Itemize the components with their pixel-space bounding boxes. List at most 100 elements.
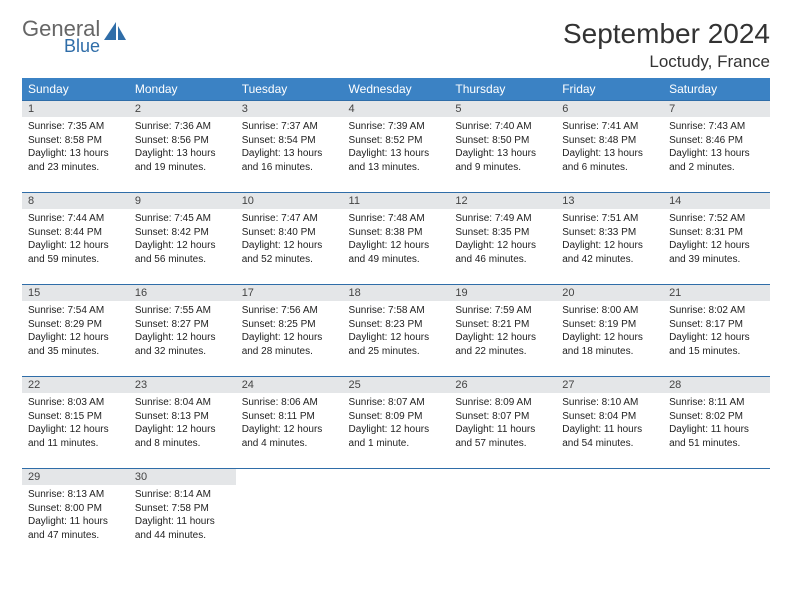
daylight-line2: and 59 minutes. (28, 253, 123, 267)
location: Loctudy, France (563, 52, 770, 72)
sunrise-text: Sunrise: 7:44 AM (28, 212, 123, 226)
sunrise-text: Sunrise: 7:40 AM (455, 120, 550, 134)
calendar-cell: 28Sunrise: 8:11 AMSunset: 8:02 PMDayligh… (663, 377, 770, 469)
sunset-text: Sunset: 8:00 PM (28, 502, 123, 516)
daylight-line2: and 51 minutes. (669, 437, 764, 451)
calendar-cell: 5Sunrise: 7:40 AMSunset: 8:50 PMDaylight… (449, 101, 556, 193)
day-info: Sunrise: 8:03 AMSunset: 8:15 PMDaylight:… (22, 393, 129, 453)
daylight-line1: Daylight: 12 hours (349, 423, 444, 437)
calendar-cell: 6Sunrise: 7:41 AMSunset: 8:48 PMDaylight… (556, 101, 663, 193)
daylight-line2: and 52 minutes. (242, 253, 337, 267)
day-number: 9 (129, 193, 236, 209)
day-number: 13 (556, 193, 663, 209)
day-number: 30 (129, 469, 236, 485)
day-info: Sunrise: 7:58 AMSunset: 8:23 PMDaylight:… (343, 301, 450, 361)
day-info: Sunrise: 7:43 AMSunset: 8:46 PMDaylight:… (663, 117, 770, 177)
calendar-cell: 3Sunrise: 7:37 AMSunset: 8:54 PMDaylight… (236, 101, 343, 193)
sunrise-text: Sunrise: 8:03 AM (28, 396, 123, 410)
sunrise-text: Sunrise: 7:47 AM (242, 212, 337, 226)
calendar-row: 8Sunrise: 7:44 AMSunset: 8:44 PMDaylight… (22, 193, 770, 285)
daylight-line2: and 28 minutes. (242, 345, 337, 359)
daylight-line1: Daylight: 11 hours (669, 423, 764, 437)
sunrise-text: Sunrise: 8:00 AM (562, 304, 657, 318)
calendar-cell: 20Sunrise: 8:00 AMSunset: 8:19 PMDayligh… (556, 285, 663, 377)
day-info: Sunrise: 7:39 AMSunset: 8:52 PMDaylight:… (343, 117, 450, 177)
daylight-line1: Daylight: 12 hours (455, 239, 550, 253)
daylight-line2: and 22 minutes. (455, 345, 550, 359)
daylight-line2: and 32 minutes. (135, 345, 230, 359)
sunrise-text: Sunrise: 7:41 AM (562, 120, 657, 134)
day-info: Sunrise: 8:11 AMSunset: 8:02 PMDaylight:… (663, 393, 770, 453)
sunrise-text: Sunrise: 8:02 AM (669, 304, 764, 318)
daylight-line2: and 4 minutes. (242, 437, 337, 451)
daylight-line2: and 57 minutes. (455, 437, 550, 451)
day-number: 10 (236, 193, 343, 209)
calendar-cell: 10Sunrise: 7:47 AMSunset: 8:40 PMDayligh… (236, 193, 343, 285)
sunset-text: Sunset: 8:17 PM (669, 318, 764, 332)
day-number: 3 (236, 101, 343, 117)
sunrise-text: Sunrise: 7:36 AM (135, 120, 230, 134)
sunset-text: Sunset: 8:54 PM (242, 134, 337, 148)
day-info: Sunrise: 7:56 AMSunset: 8:25 PMDaylight:… (236, 301, 343, 361)
calendar-cell: 12Sunrise: 7:49 AMSunset: 8:35 PMDayligh… (449, 193, 556, 285)
day-number: 7 (663, 101, 770, 117)
sunset-text: Sunset: 8:46 PM (669, 134, 764, 148)
sunset-text: Sunset: 8:15 PM (28, 410, 123, 424)
sunrise-text: Sunrise: 8:10 AM (562, 396, 657, 410)
calendar-row: 22Sunrise: 8:03 AMSunset: 8:15 PMDayligh… (22, 377, 770, 469)
sunset-text: Sunset: 8:21 PM (455, 318, 550, 332)
day-number: 1 (22, 101, 129, 117)
daylight-line2: and 49 minutes. (349, 253, 444, 267)
daylight-line1: Daylight: 12 hours (242, 331, 337, 345)
sunrise-text: Sunrise: 8:04 AM (135, 396, 230, 410)
day-info: Sunrise: 7:47 AMSunset: 8:40 PMDaylight:… (236, 209, 343, 269)
day-info: Sunrise: 7:54 AMSunset: 8:29 PMDaylight:… (22, 301, 129, 361)
daylight-line2: and 2 minutes. (669, 161, 764, 175)
sunset-text: Sunset: 8:02 PM (669, 410, 764, 424)
daylight-line2: and 42 minutes. (562, 253, 657, 267)
logo: General Blue (22, 18, 128, 57)
daylight-line2: and 25 minutes. (349, 345, 444, 359)
day-info: Sunrise: 7:59 AMSunset: 8:21 PMDaylight:… (449, 301, 556, 361)
day-info: Sunrise: 7:44 AMSunset: 8:44 PMDaylight:… (22, 209, 129, 269)
sunrise-text: Sunrise: 8:09 AM (455, 396, 550, 410)
daylight-line1: Daylight: 11 hours (135, 515, 230, 529)
calendar-body: 1Sunrise: 7:35 AMSunset: 8:58 PMDaylight… (22, 101, 770, 561)
daylight-line2: and 19 minutes. (135, 161, 230, 175)
sunset-text: Sunset: 8:38 PM (349, 226, 444, 240)
daylight-line1: Daylight: 13 hours (562, 147, 657, 161)
sunrise-text: Sunrise: 7:37 AM (242, 120, 337, 134)
daylight-line2: and 6 minutes. (562, 161, 657, 175)
calendar-cell: 11Sunrise: 7:48 AMSunset: 8:38 PMDayligh… (343, 193, 450, 285)
day-number: 28 (663, 377, 770, 393)
day-info: Sunrise: 7:48 AMSunset: 8:38 PMDaylight:… (343, 209, 450, 269)
calendar-cell: 18Sunrise: 7:58 AMSunset: 8:23 PMDayligh… (343, 285, 450, 377)
daylight-line2: and 1 minute. (349, 437, 444, 451)
day-info: Sunrise: 8:07 AMSunset: 8:09 PMDaylight:… (343, 393, 450, 453)
day-info: Sunrise: 7:45 AMSunset: 8:42 PMDaylight:… (129, 209, 236, 269)
daylight-line1: Daylight: 11 hours (562, 423, 657, 437)
sunrise-text: Sunrise: 7:39 AM (349, 120, 444, 134)
sunset-text: Sunset: 8:58 PM (28, 134, 123, 148)
calendar-cell: 13Sunrise: 7:51 AMSunset: 8:33 PMDayligh… (556, 193, 663, 285)
sunset-text: Sunset: 8:13 PM (135, 410, 230, 424)
day-number: 29 (22, 469, 129, 485)
calendar-cell: 1Sunrise: 7:35 AMSunset: 8:58 PMDaylight… (22, 101, 129, 193)
weekday-header: Sunday (22, 78, 129, 101)
daylight-line2: and 35 minutes. (28, 345, 123, 359)
sunset-text: Sunset: 8:40 PM (242, 226, 337, 240)
daylight-line1: Daylight: 12 hours (242, 423, 337, 437)
weekday-header: Wednesday (343, 78, 450, 101)
daylight-line2: and 9 minutes. (455, 161, 550, 175)
day-number: 20 (556, 285, 663, 301)
sunset-text: Sunset: 8:56 PM (135, 134, 230, 148)
day-number: 24 (236, 377, 343, 393)
day-number: 19 (449, 285, 556, 301)
weekday-header: Friday (556, 78, 663, 101)
sunset-text: Sunset: 8:09 PM (349, 410, 444, 424)
daylight-line2: and 39 minutes. (669, 253, 764, 267)
day-info: Sunrise: 7:40 AMSunset: 8:50 PMDaylight:… (449, 117, 556, 177)
sunrise-text: Sunrise: 8:13 AM (28, 488, 123, 502)
day-info: Sunrise: 8:00 AMSunset: 8:19 PMDaylight:… (556, 301, 663, 361)
sunset-text: Sunset: 8:29 PM (28, 318, 123, 332)
